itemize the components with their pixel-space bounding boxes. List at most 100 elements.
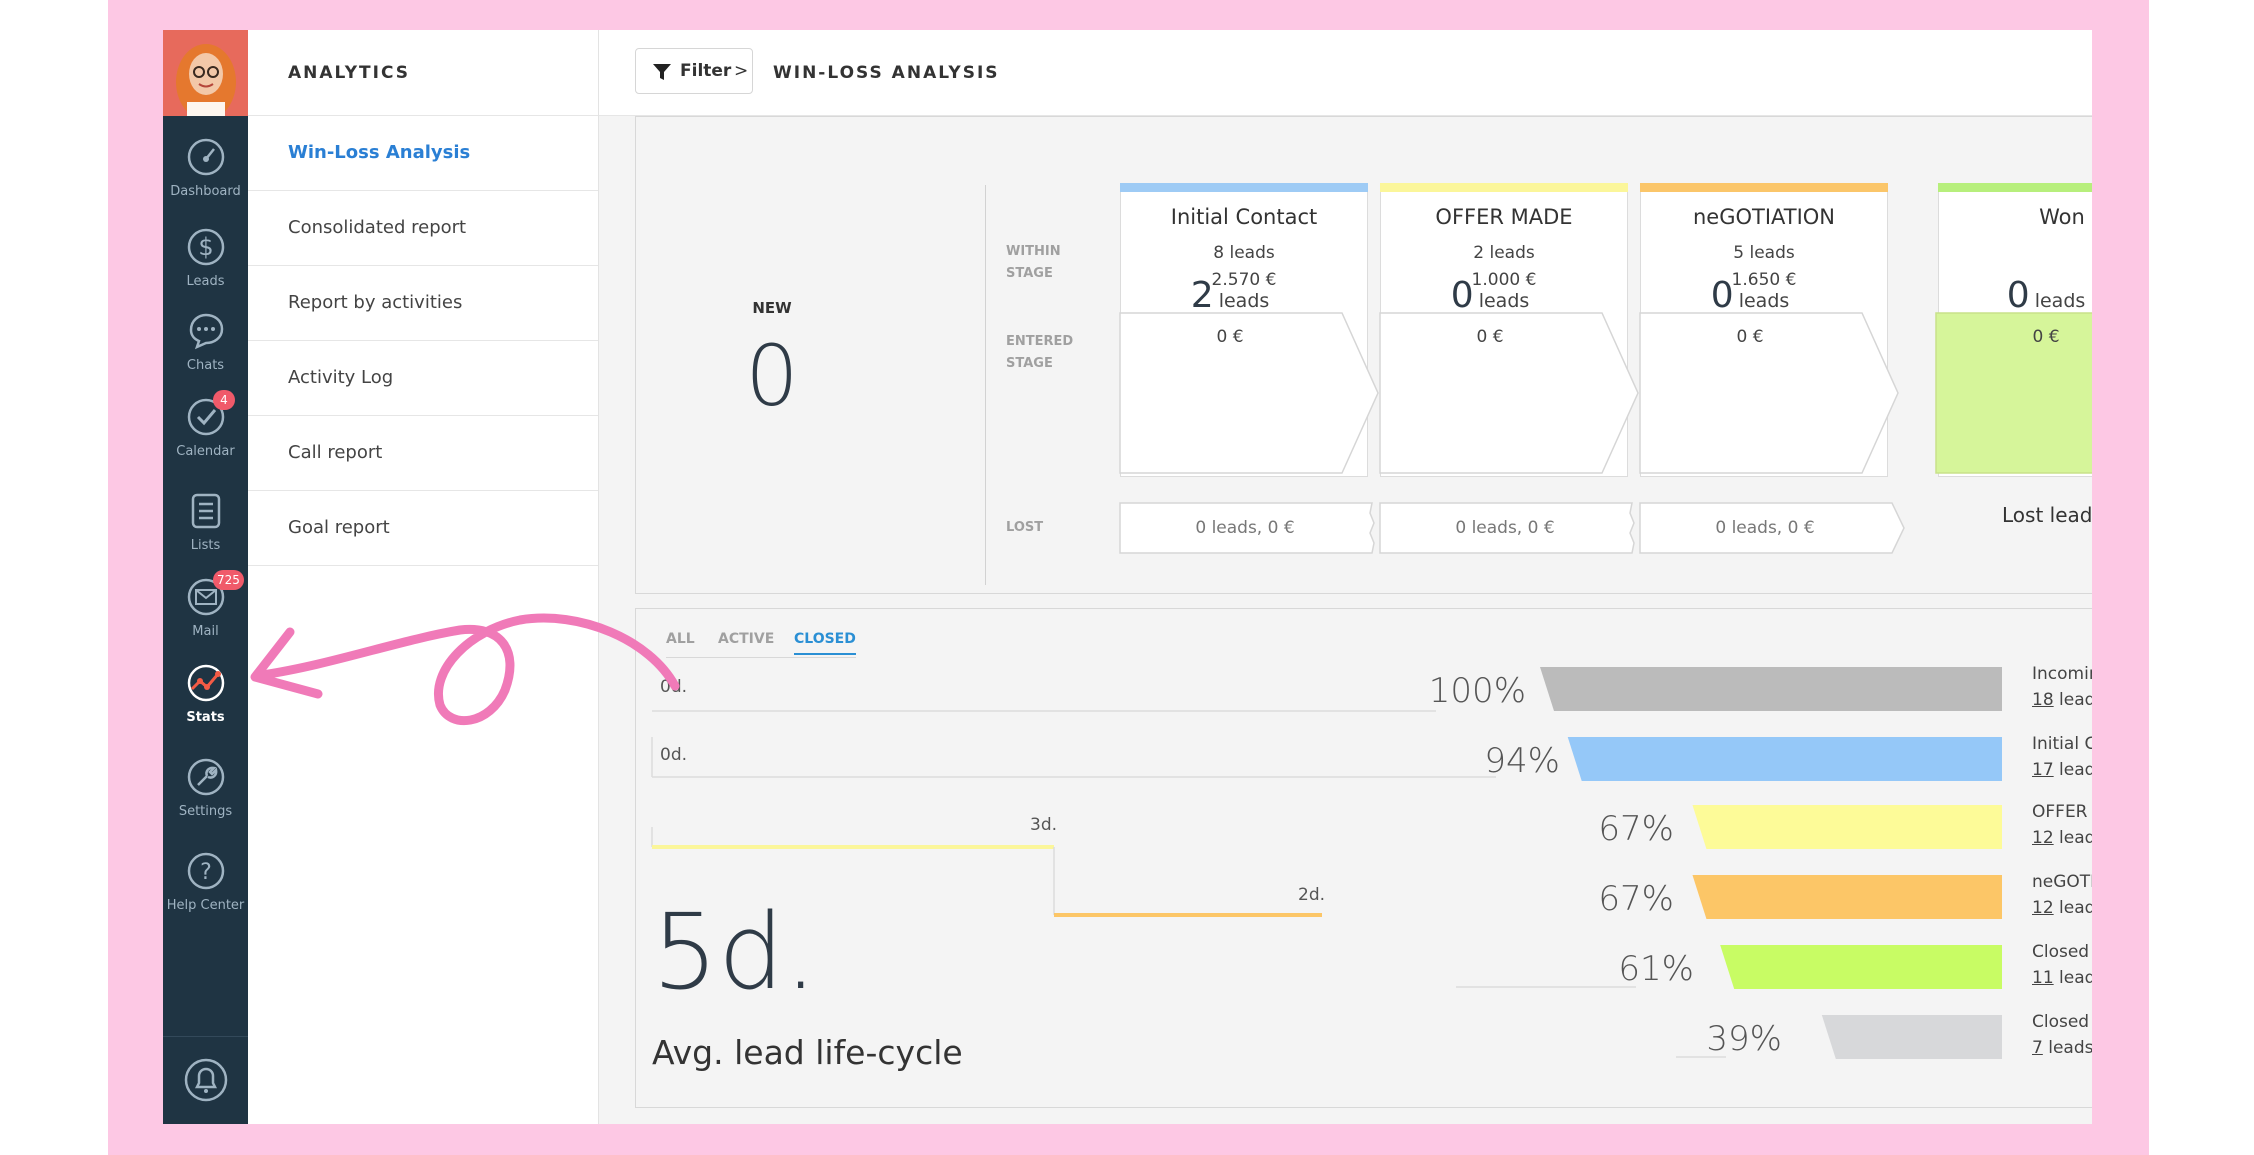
funnel-bar: [1720, 945, 2002, 989]
entered-count: 0 leads: [1450, 275, 1530, 316]
entered-amount: 0 €: [1476, 327, 1504, 347]
lost-value: 0 leads, 0 €: [1455, 518, 1555, 538]
gauge-icon: [187, 138, 225, 176]
filter-label: Filter: [680, 61, 732, 81]
duration-label: 2d.: [1298, 885, 1326, 905]
duration-label: 0d.: [660, 745, 688, 765]
filter-button[interactable]: Filter >: [635, 48, 753, 94]
funnel-percent: 67%: [1598, 809, 1674, 849]
notifications-button[interactable]: [163, 1036, 248, 1124]
notification-badge: 725: [213, 570, 244, 590]
sidenav-item-report-by-activities[interactable]: Report by activities: [248, 266, 598, 341]
funnel-bar: [1567, 737, 2002, 781]
chart-icon: [187, 664, 225, 702]
rail-item-calendar[interactable]: 4 Calendar: [163, 388, 248, 474]
leads-count-link[interactable]: 17: [2032, 760, 2054, 780]
svg-text:?: ?: [200, 860, 212, 885]
entered-amount: 0 €: [1216, 327, 1244, 347]
dollar-icon: $: [187, 228, 225, 266]
nav-rail: Dashboard $ Leads Chats 4 Calendar Lists…: [163, 30, 248, 1124]
funnel-row-label: OFFER MA12 leads 8.: [2032, 802, 2092, 848]
duration-label: 3d.: [1030, 815, 1058, 835]
life-cycle-timeline: [651, 710, 1726, 1058]
row-label-lost: LOST: [1006, 520, 1044, 535]
sidenav-title: ANALYTICS: [248, 30, 598, 116]
stage-color-bar: [1120, 183, 1368, 192]
sidenav-item-activity-log[interactable]: Activity Log: [248, 341, 598, 416]
entered-stage-arrows: [1119, 312, 2092, 554]
sidenav-item-call-report[interactable]: Call report: [248, 416, 598, 491]
entered-count: 0 leads: [2006, 275, 2086, 316]
page-title: WIN-LOSS ANALYSIS: [773, 63, 1000, 83]
app-window: Dashboard $ Leads Chats 4 Calendar Lists…: [163, 30, 2092, 1124]
stage-color-bar: [1380, 183, 1628, 192]
tab-active[interactable]: ACTIVE: [718, 631, 775, 647]
rail-item-lists[interactable]: Lists: [163, 482, 248, 568]
rail-item-leads[interactable]: $ Leads: [163, 218, 248, 304]
entered-amount: 0 €: [2032, 327, 2060, 347]
chat-bubble-icon: [189, 313, 224, 350]
check-circle-icon: [187, 398, 225, 436]
question-icon: ?: [187, 852, 225, 890]
tabs-underline: [666, 657, 856, 658]
stage-amount: 1.000 €: [1471, 270, 1537, 290]
lost-value: 0 leads, 0 €: [1715, 518, 1815, 538]
stage-leads: 5 leads: [1733, 243, 1795, 263]
stage-name: Won: [2039, 205, 2085, 229]
leads-count-link[interactable]: 7: [2032, 1038, 2043, 1058]
sidenav-item-consolidated-report[interactable]: Consolidated report: [248, 191, 598, 266]
stage-amount: 2.570 €: [1211, 270, 1277, 290]
funnel-panel: ALL ACTIVE CLOSED 0d. 0d. 3d. 2d.: [635, 608, 2092, 1108]
funnel-bar: [1821, 1015, 2002, 1059]
bell-icon: [184, 1058, 228, 1102]
avg-life-cycle-label: Avg. lead life-cycle: [652, 1033, 963, 1072]
rail-item-chats[interactable]: Chats: [163, 302, 248, 388]
rail-item-dashboard[interactable]: Dashboard: [163, 128, 248, 214]
rail-label: Chats: [186, 358, 225, 373]
stage-name: OFFER MADE: [1435, 205, 1573, 229]
entered-amount: 0 €: [1736, 327, 1764, 347]
funnel-row-label: Closed - w11 leads 8.: [2032, 942, 2092, 988]
funnel-row-label: Initial Con17 leads 9.: [2032, 734, 2092, 780]
rail-label: Calendar: [176, 444, 235, 459]
funnel-row-label: neGOTIATI12 leads 8.: [2032, 872, 2092, 918]
funnel-row-label: Closed - lo7 leads 50: [2032, 1012, 2092, 1058]
funnel-percent: 94%: [1484, 741, 1560, 781]
rail-label: Lists: [190, 538, 221, 553]
new-label: NEW: [752, 299, 792, 317]
funnel-bar: [1692, 805, 2002, 849]
funnel-bars: [1540, 667, 2002, 1059]
avg-life-cycle-value: 5d.: [652, 891, 818, 1013]
entered-count: 0 leads: [1710, 275, 1790, 316]
rail-item-stats[interactable]: Stats: [163, 654, 248, 740]
stage-amount: 1.650 €: [1731, 270, 1797, 290]
avatar[interactable]: [163, 30, 248, 116]
sidenav-item-goal-report[interactable]: Goal report: [248, 491, 598, 566]
analytics-sidenav: ANALYTICS Win-Loss Analysis Consolidated…: [248, 30, 599, 1124]
funnel-percent: 39%: [1706, 1019, 1782, 1059]
notification-badge: 4: [213, 390, 235, 410]
divider: [985, 185, 986, 585]
rail-label: Dashboard: [170, 184, 241, 199]
rail-item-mail[interactable]: 725 Mail: [163, 568, 248, 654]
sidenav-item-win-loss-analysis[interactable]: Win-Loss Analysis: [248, 116, 598, 191]
stage-name: Initial Contact: [1170, 205, 1318, 229]
tab-closed[interactable]: CLOSED: [794, 631, 856, 655]
wrench-icon: [187, 758, 225, 796]
rail-item-settings[interactable]: Settings: [163, 748, 248, 834]
rail-item-help-center[interactable]: ? Help Center: [163, 842, 248, 928]
row-label-within-stage: WITHIN STAGE: [1006, 244, 1061, 281]
chevron-right-icon: >: [734, 61, 749, 81]
new-value: 0: [745, 327, 799, 425]
stage-color-bar: [1938, 183, 2092, 192]
leads-count-link[interactable]: 11: [2032, 968, 2054, 988]
funnel-row-label: Incoming L18 leads 9.: [2032, 664, 2092, 710]
leads-count-link[interactable]: 12: [2032, 898, 2054, 918]
lost-value: 0 leads, 0 €: [1195, 518, 1295, 538]
topbar: Filter > WIN-LOSS ANALYSIS: [599, 30, 2092, 116]
funnel-icon: [653, 64, 671, 80]
lost-leads-label: Lost lead: [2002, 503, 2092, 527]
leads-count-link[interactable]: 18: [2032, 690, 2054, 710]
rail-label: Leads: [186, 274, 225, 289]
leads-count-link[interactable]: 12: [2032, 828, 2054, 848]
